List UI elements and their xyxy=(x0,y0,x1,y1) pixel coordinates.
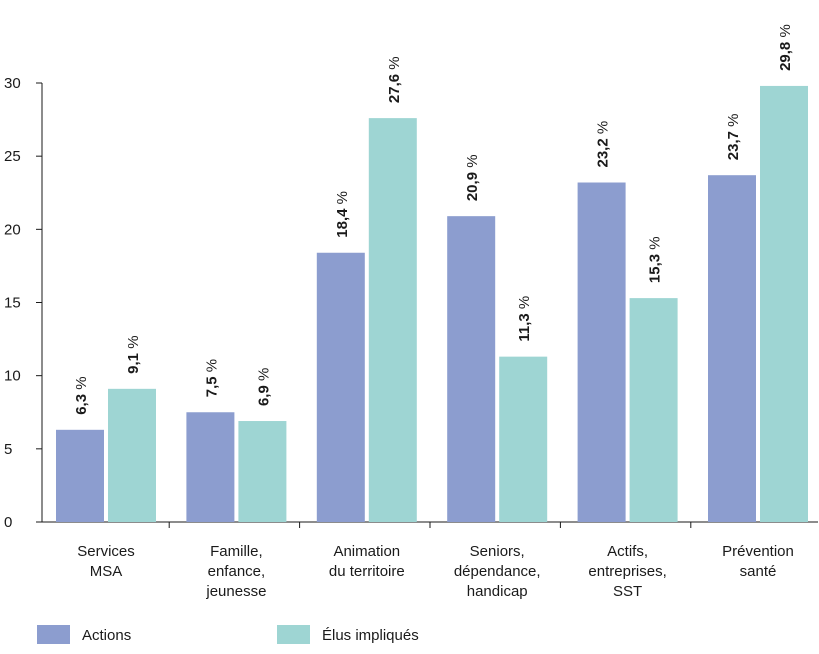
bar-actions xyxy=(577,182,626,523)
data-label-unit: % xyxy=(255,368,272,386)
y-tick-label: 20 xyxy=(4,221,21,238)
category-label-line: du territoire xyxy=(329,563,405,580)
category-label: Seniors, dépendance, handicap xyxy=(454,543,541,600)
data-label: 6,9 % xyxy=(255,368,272,406)
y-tick-label: 30 xyxy=(4,75,21,92)
data-labels: 6,3 %9,1 %7,5 %6,9 %18,4 %27,6 %20,9 %11… xyxy=(73,24,794,415)
category-label: Animation du territoire xyxy=(329,543,405,580)
category-labels: Services MSA Famille, enfance, jeunesse Anima… xyxy=(77,543,794,600)
bar-actions xyxy=(56,429,104,522)
data-label: 15,3 % xyxy=(647,236,664,283)
category-label-line: dépendance, xyxy=(454,563,541,580)
category-label-line: handicap xyxy=(467,583,528,600)
category-label: Prévention santé xyxy=(722,543,794,580)
category-label-line: Famille, xyxy=(210,543,263,560)
category-label-line: Animation xyxy=(333,543,400,560)
legend-item-elus: Élus impliqués xyxy=(277,625,419,644)
category-label-line: jeunesse xyxy=(205,583,266,600)
data-label-unit: % xyxy=(334,191,351,209)
category-label-line: Services xyxy=(77,543,135,560)
data-label-number: 15,3 xyxy=(647,254,664,283)
data-label-unit: % xyxy=(386,56,403,74)
data-label: 27,6 % xyxy=(386,56,403,103)
category-label-line: Seniors, xyxy=(470,543,525,560)
data-label-number: 18,4 xyxy=(334,208,351,238)
data-label-unit: % xyxy=(595,121,612,139)
data-label-number: 27,6 xyxy=(386,74,403,103)
category-label-line: entreprises, xyxy=(588,563,666,580)
data-label-number: 9,1 xyxy=(125,353,142,374)
data-label-unit: % xyxy=(203,359,220,377)
y-tick-label: 25 xyxy=(4,148,21,165)
data-label-unit: % xyxy=(464,154,481,172)
data-label-unit: % xyxy=(647,236,664,254)
data-label-number: 6,9 xyxy=(255,385,272,406)
data-label-number: 23,7 xyxy=(725,131,742,160)
bar-actions xyxy=(186,412,235,522)
data-label-number: 29,8 xyxy=(777,42,794,71)
data-label-unit: % xyxy=(725,113,742,131)
legend-swatch xyxy=(37,625,70,644)
data-label-number: 11,3 xyxy=(516,313,533,341)
data-label: 6,3 % xyxy=(73,376,90,414)
y-tick-label: 10 xyxy=(4,368,21,385)
data-label: 18,4 % xyxy=(334,191,351,238)
data-label: 7,5 % xyxy=(203,359,220,397)
y-tick-label: 5 xyxy=(4,441,12,458)
legend-label: Élus impliqués xyxy=(322,627,419,644)
bar-elus xyxy=(499,356,548,522)
bar-elus xyxy=(108,388,156,522)
data-label: 20,9 % xyxy=(464,154,481,201)
bar-elus xyxy=(629,298,678,522)
data-label-unit: % xyxy=(516,296,533,314)
axes: 0 5 10 15 20 25 30 xyxy=(4,75,818,531)
data-label-unit: % xyxy=(777,24,794,42)
bar-actions xyxy=(447,216,496,522)
y-tick-label: 0 xyxy=(4,514,12,531)
category-label-line: SST xyxy=(613,583,642,600)
data-label-number: 23,2 xyxy=(595,138,612,167)
category-label-line: enfance, xyxy=(208,563,266,580)
bar-elus xyxy=(238,421,287,522)
legend-label: Actions xyxy=(82,627,131,644)
category-label-line: Prévention xyxy=(722,543,794,560)
data-label-number: 6,3 xyxy=(73,394,90,415)
data-label: 9,1 % xyxy=(125,335,142,373)
category-label-line: santé xyxy=(740,563,777,580)
bars xyxy=(56,85,808,523)
bar-elus xyxy=(760,85,808,522)
legend-item-actions: Actions xyxy=(37,625,131,644)
data-label: 23,7 % xyxy=(725,113,742,160)
legend-swatch xyxy=(277,625,310,644)
legend: Actions Élus impliqués xyxy=(37,625,419,644)
bar-actions xyxy=(708,175,756,522)
y-tick-label: 15 xyxy=(4,295,21,312)
category-label: Services MSA xyxy=(77,543,135,580)
bar-actions xyxy=(316,252,365,522)
bar-elus xyxy=(368,118,417,523)
data-label-number: 20,9 xyxy=(464,172,481,201)
data-label-number: 7,5 xyxy=(203,376,220,397)
category-label: Actifs, entreprises, SST xyxy=(588,543,666,600)
category-label: Famille, enfance, jeunesse xyxy=(205,543,266,600)
data-label: 23,2 % xyxy=(595,121,612,168)
data-label: 29,8 % xyxy=(777,24,794,71)
category-label-line: Actifs, xyxy=(607,543,648,560)
category-label-line: MSA xyxy=(90,563,123,580)
data-label: 11,3 % xyxy=(516,296,533,342)
data-label-unit: % xyxy=(73,376,90,394)
data-label-unit: % xyxy=(125,335,142,353)
